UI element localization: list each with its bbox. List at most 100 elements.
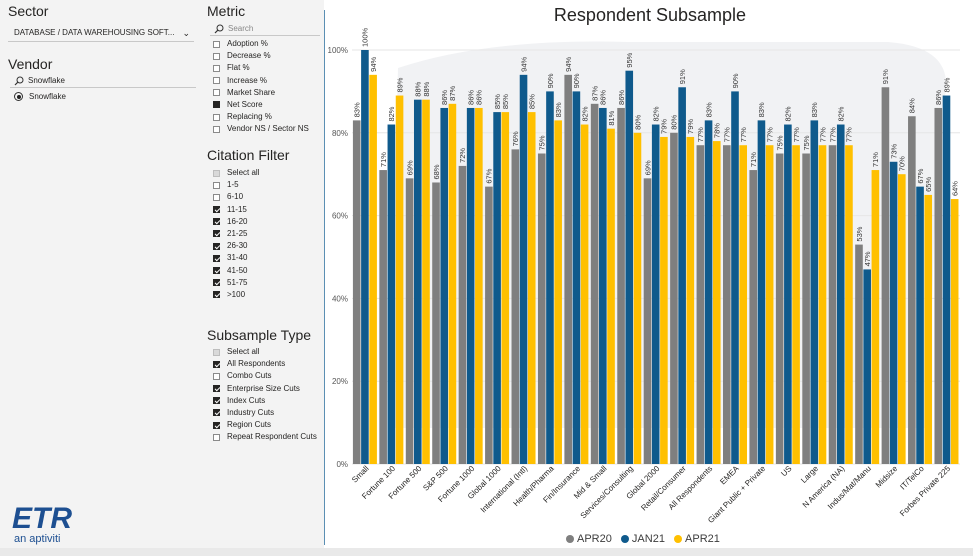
filter-panel: Metric Search Citation Filter Subsample … (200, 0, 324, 556)
checkbox-icon[interactable] (213, 113, 220, 121)
sector-title: Sector (8, 3, 49, 19)
bar-apr21 (924, 194, 933, 464)
left-panel: Sector DATABASE / DATA WAREHOUSING SOFT.… (0, 0, 200, 556)
checkbox-icon[interactable] (213, 242, 220, 250)
checkbox-icon[interactable] (213, 218, 220, 226)
checkbox-icon[interactable] (213, 40, 220, 48)
subsample-item[interactable]: Industry Cuts (213, 407, 317, 419)
bar-apr20 (696, 145, 705, 464)
data-label: 94% (369, 56, 378, 71)
checkbox-icon[interactable] (213, 52, 220, 60)
metric-list: Adoption % Decrease % Flat % Increase % Mark… (213, 38, 309, 136)
metric-item[interactable]: Replacing % (213, 111, 309, 123)
checkbox-icon[interactable] (213, 181, 220, 189)
data-label: 86% (466, 90, 475, 105)
checkbox-icon[interactable] (213, 254, 220, 262)
citation-item[interactable]: 21-25 (213, 228, 259, 240)
bar-jan21 (361, 50, 369, 464)
checkbox-icon[interactable] (213, 433, 220, 441)
citation-item[interactable]: >100 (213, 289, 259, 301)
metric-item[interactable]: Decrease % (213, 50, 309, 62)
data-label: 100% (361, 28, 370, 47)
bar-apr21 (660, 136, 668, 464)
citation-item-label: 21-25 (227, 228, 248, 238)
citation-item[interactable]: 16-20 (213, 216, 259, 228)
checkbox-icon[interactable] (213, 89, 220, 97)
checkbox-icon[interactable] (213, 77, 220, 85)
checkbox-icon[interactable] (213, 64, 220, 72)
subsample-item[interactable]: All Respondents (213, 358, 317, 370)
data-label: 88% (414, 81, 423, 96)
bar-apr20 (511, 149, 520, 465)
checkbox-icon[interactable] (213, 360, 220, 368)
bar-jan21 (413, 99, 422, 465)
subsample-item[interactable]: Select all (213, 346, 317, 358)
checkbox-icon[interactable] (213, 397, 220, 405)
citation-item[interactable]: 51-75 (213, 277, 259, 289)
checkbox-icon[interactable] (213, 348, 220, 356)
citation-item[interactable]: 1-5 (213, 179, 259, 191)
svg-text:an aptiviti: an aptiviti (14, 533, 60, 545)
checkbox-icon[interactable] (213, 230, 220, 238)
citation-item[interactable]: 31-40 (213, 252, 259, 264)
metric-item-label: Increase % (227, 75, 268, 85)
checkbox-icon[interactable] (213, 279, 220, 287)
citation-item-label: Select all (227, 168, 260, 177)
subsample-item[interactable]: Index Cuts (213, 395, 317, 407)
bar-apr20 (537, 153, 546, 464)
checkbox-icon[interactable] (213, 206, 220, 214)
metric-item[interactable]: Adoption % (213, 38, 309, 50)
vendor-search-input[interactable]: Snowflake (10, 74, 196, 88)
vendor-option[interactable]: Snowflake (14, 92, 66, 102)
legend-swatch-apr20 (566, 535, 574, 544)
citation-item[interactable]: 26-30 (213, 240, 259, 252)
y-tick-label: 40% (332, 294, 348, 303)
checkbox-icon[interactable] (213, 101, 220, 109)
citation-item[interactable]: Select all (213, 167, 259, 179)
checkbox-icon[interactable] (213, 421, 220, 429)
checkbox-icon[interactable] (213, 409, 220, 417)
bar-apr20 (670, 132, 678, 465)
checkbox-icon[interactable] (213, 169, 220, 177)
citation-item[interactable]: 11-15 (213, 204, 259, 216)
data-label: 64% (950, 181, 959, 196)
checkbox-icon[interactable] (213, 385, 220, 393)
citation-item[interactable]: 6-10 (213, 191, 259, 203)
subsample-item[interactable]: Combo Cuts (213, 370, 317, 382)
metric-item[interactable]: Vendor NS / Sector NS (213, 123, 309, 135)
citation-item[interactable]: 41-50 (213, 265, 259, 277)
checkbox-icon[interactable] (213, 372, 220, 380)
checkbox-icon[interactable] (213, 125, 220, 133)
bar-apr21 (369, 74, 377, 464)
data-label: 81% (607, 110, 616, 125)
metric-item[interactable]: Net Score (213, 99, 309, 111)
data-label: 79% (686, 119, 695, 134)
metric-search-input[interactable]: Search (210, 22, 320, 36)
data-label: 91% (678, 69, 687, 84)
bar-apr21 (422, 99, 430, 465)
data-label: 82% (652, 106, 661, 121)
data-label: 90% (731, 73, 740, 88)
bar-apr20 (379, 170, 387, 464)
bar-apr20 (405, 178, 414, 464)
search-icon (14, 76, 24, 86)
checkbox-icon[interactable] (213, 267, 220, 274)
data-label: 90% (546, 73, 555, 88)
metric-item[interactable]: Increase % (213, 75, 309, 87)
checkbox-icon[interactable] (213, 193, 220, 201)
checkbox-icon[interactable] (213, 291, 220, 299)
subsample-item[interactable]: Enterprise Size Cuts (213, 383, 317, 395)
sector-dropdown[interactable]: DATABASE / DATA WAREHOUSING SOFT... ⌄ (8, 24, 194, 42)
metric-item[interactable]: Market Share (213, 87, 309, 99)
subsample-item[interactable]: Repeat Respondent Cuts (213, 431, 317, 443)
bar-apr21 (950, 199, 959, 465)
bar-jan21 (599, 107, 607, 465)
metric-item[interactable]: Flat % (213, 62, 309, 74)
data-label: 86% (617, 90, 626, 105)
subsample-item[interactable]: Region Cuts (213, 419, 317, 431)
bar-apr21 (712, 141, 721, 464)
bar-jan21 (863, 269, 871, 464)
search-icon (214, 24, 224, 34)
bar-jan21 (784, 124, 792, 465)
metric-item-label: Adoption % (227, 39, 268, 48)
